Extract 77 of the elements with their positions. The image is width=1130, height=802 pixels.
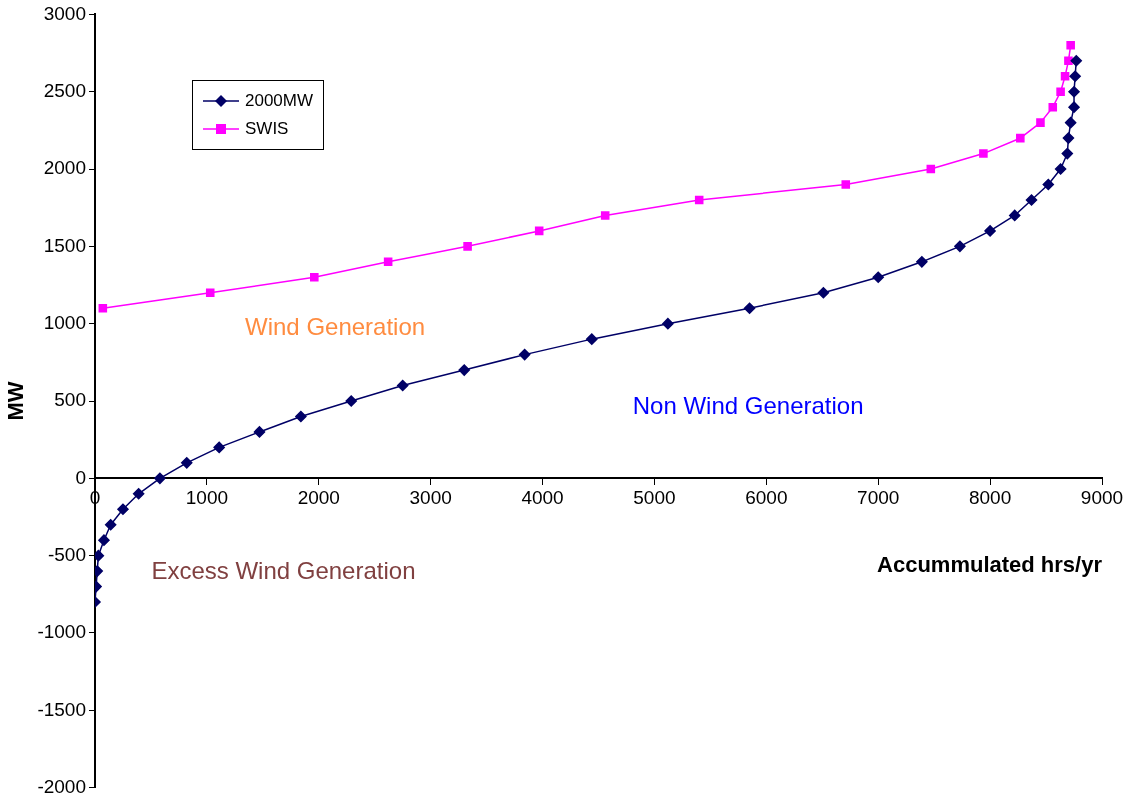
point xyxy=(396,379,409,392)
y-tick-label: 1000 xyxy=(43,311,86,333)
y-axis-title: MW xyxy=(3,381,29,421)
point xyxy=(1048,102,1058,112)
y-tick-label: 2500 xyxy=(43,79,86,101)
point xyxy=(662,317,674,330)
point xyxy=(1066,41,1075,50)
point xyxy=(1054,163,1067,175)
point xyxy=(1008,209,1021,222)
x-tick-label: 9000 xyxy=(1080,486,1124,508)
point xyxy=(1056,87,1065,97)
point xyxy=(104,518,117,531)
point xyxy=(98,303,108,313)
annotation: Non Wind Generation xyxy=(632,391,864,419)
x-tick-label: 2000 xyxy=(297,486,340,508)
legend-label: 2000MW xyxy=(245,91,314,111)
point xyxy=(600,211,610,220)
point xyxy=(926,164,936,174)
point xyxy=(383,257,393,267)
point xyxy=(586,333,598,345)
y-tick-label: 500 xyxy=(54,389,86,411)
legend-label: SWIS xyxy=(245,119,289,139)
point xyxy=(1068,85,1080,98)
annotation: Wind Generation xyxy=(245,312,426,340)
x-tick-label: 5000 xyxy=(633,486,676,508)
y-tick-label: 0 xyxy=(75,466,86,488)
point xyxy=(518,348,531,361)
point xyxy=(872,271,884,284)
point xyxy=(743,302,756,314)
point xyxy=(205,288,215,298)
point xyxy=(1036,118,1045,127)
point xyxy=(458,364,470,376)
y-tick-label: -1500 xyxy=(37,698,86,720)
y-tick-label: -2000 xyxy=(37,775,86,797)
y-tick-label: -1000 xyxy=(37,621,86,643)
point xyxy=(817,287,830,299)
y-tick-label: 3000 xyxy=(43,2,86,24)
point xyxy=(213,441,225,454)
point xyxy=(1064,116,1077,129)
point xyxy=(180,457,193,469)
point xyxy=(534,226,544,236)
x-axis-title: Accummulated hrs/yr xyxy=(877,552,1103,578)
point xyxy=(117,503,129,515)
point xyxy=(1068,101,1080,113)
point xyxy=(132,488,145,500)
point xyxy=(979,149,988,158)
point xyxy=(463,242,472,251)
x-tick-label: 3000 xyxy=(409,486,452,508)
point xyxy=(954,240,966,253)
point xyxy=(1060,71,1070,81)
x-tick-label: 7000 xyxy=(857,486,900,508)
point xyxy=(1061,147,1074,160)
point xyxy=(98,534,110,546)
point xyxy=(154,472,166,485)
point xyxy=(253,426,266,438)
point xyxy=(1062,132,1075,144)
point xyxy=(1069,70,1081,83)
point xyxy=(1025,194,1038,206)
point xyxy=(345,395,357,407)
point xyxy=(916,256,928,268)
x-tick-label: 1000 xyxy=(185,486,229,508)
point xyxy=(1042,178,1055,191)
point xyxy=(694,195,704,205)
point xyxy=(295,410,307,423)
annotation: Excess Wind Generation xyxy=(151,557,416,585)
x-tick-label: 8000 xyxy=(968,486,1012,508)
y-tick-label: -500 xyxy=(47,543,86,565)
point xyxy=(841,180,851,189)
point xyxy=(984,225,996,237)
y-tick-label: 2000 xyxy=(43,157,86,179)
x-tick-label: 6000 xyxy=(745,486,788,508)
point xyxy=(1016,133,1025,143)
point xyxy=(310,273,319,282)
point xyxy=(95,549,105,562)
y-tick-label: 1500 xyxy=(43,234,86,256)
point xyxy=(1070,55,1083,67)
x-tick-label: 4000 xyxy=(521,486,564,508)
